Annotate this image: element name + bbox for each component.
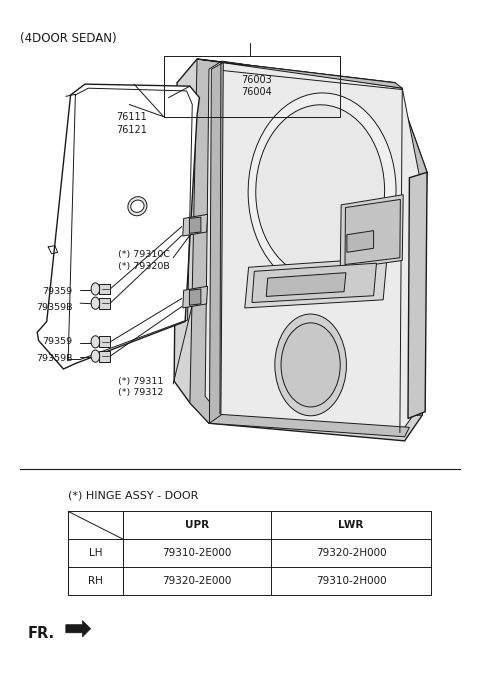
Polygon shape [66, 620, 91, 637]
Ellipse shape [131, 200, 144, 212]
Polygon shape [190, 59, 427, 424]
Text: UPR: UPR [185, 520, 209, 530]
Polygon shape [209, 414, 409, 437]
Text: LWR: LWR [338, 520, 364, 530]
Polygon shape [252, 263, 376, 302]
Polygon shape [174, 59, 427, 441]
Text: 79310-2H000: 79310-2H000 [316, 576, 386, 586]
Text: 79359B: 79359B [36, 304, 72, 313]
Text: LH: LH [89, 548, 102, 558]
Polygon shape [99, 298, 110, 308]
Text: (*) 79310C
(*) 79320B: (*) 79310C (*) 79320B [118, 251, 170, 270]
Text: 76003
76004: 76003 76004 [241, 75, 272, 97]
Polygon shape [345, 200, 400, 264]
Text: 79310-2E000: 79310-2E000 [162, 548, 232, 558]
Circle shape [281, 323, 340, 407]
Text: 76111
76121: 76111 76121 [116, 112, 147, 135]
Polygon shape [205, 61, 420, 434]
Polygon shape [183, 215, 207, 236]
Polygon shape [99, 336, 110, 347]
Polygon shape [266, 272, 346, 296]
Polygon shape [209, 63, 223, 424]
Polygon shape [37, 84, 199, 369]
Polygon shape [245, 257, 387, 308]
Ellipse shape [248, 93, 396, 289]
Circle shape [91, 336, 100, 348]
Circle shape [91, 350, 100, 362]
Polygon shape [99, 283, 110, 294]
Text: 79359: 79359 [42, 287, 72, 296]
Polygon shape [190, 217, 201, 234]
Text: 79359: 79359 [42, 337, 72, 347]
Polygon shape [347, 231, 373, 253]
Ellipse shape [256, 105, 384, 278]
Polygon shape [340, 195, 403, 269]
Text: 79320-2H000: 79320-2H000 [316, 548, 386, 558]
Polygon shape [190, 289, 201, 305]
Ellipse shape [128, 197, 147, 216]
Text: (*) HINGE ASSY - DOOR: (*) HINGE ASSY - DOOR [68, 490, 199, 500]
Text: 79320-2E000: 79320-2E000 [162, 576, 232, 586]
Text: FR.: FR. [28, 626, 55, 641]
Circle shape [91, 283, 100, 295]
Polygon shape [408, 172, 427, 419]
Polygon shape [197, 59, 402, 89]
Text: RH: RH [88, 576, 103, 586]
Text: (*) 79311
(*) 79312: (*) 79311 (*) 79312 [118, 377, 164, 396]
Text: (4DOOR SEDAN): (4DOOR SEDAN) [21, 32, 117, 45]
Polygon shape [183, 286, 207, 308]
Circle shape [91, 297, 100, 309]
Circle shape [275, 314, 347, 416]
Polygon shape [99, 351, 110, 362]
Text: 79359B: 79359B [36, 353, 72, 363]
